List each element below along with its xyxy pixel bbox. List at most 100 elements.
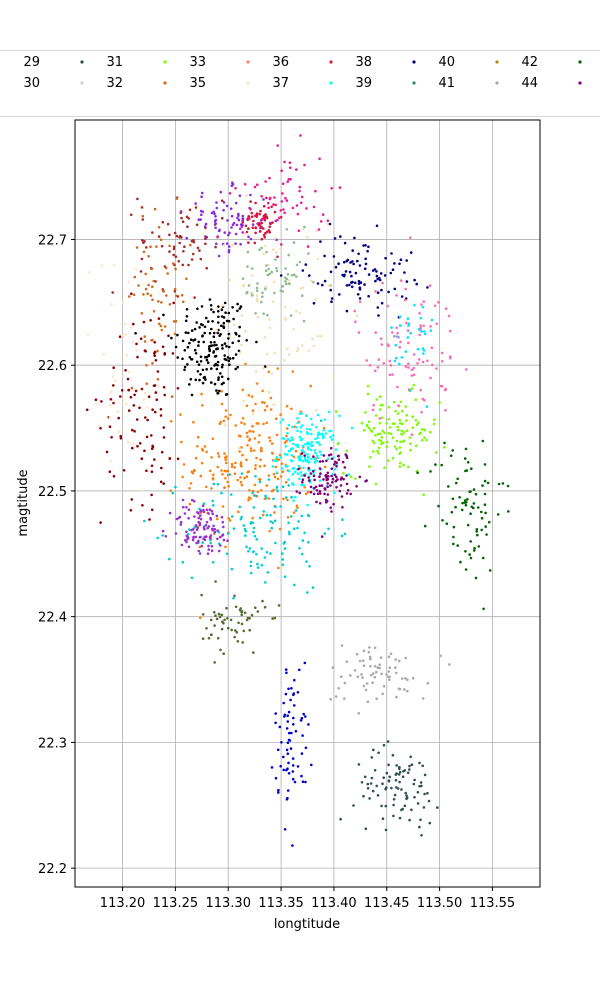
data-point [263,401,266,405]
data-point [455,481,458,485]
data-point [254,231,257,235]
x-tick-label: 113.30 [205,896,251,911]
data-point [306,236,309,239]
data-point [452,535,455,539]
data-point [108,470,112,474]
data-point [209,541,212,545]
data-point [161,289,165,293]
data-point [243,232,246,235]
data-point [188,208,192,212]
data-point [121,334,125,338]
data-point [131,340,134,344]
data-point [386,343,390,346]
data-point [349,492,353,496]
data-point [193,296,196,299]
data-point [213,661,216,664]
data-point [290,454,294,457]
data-point [426,791,429,795]
data-point [310,432,313,436]
data-point [134,389,138,393]
data-point [484,511,487,515]
data-point [472,488,476,491]
data-point [199,514,202,517]
data-point [151,231,154,234]
data-point [393,287,397,291]
data-point [422,806,426,809]
data-point [295,309,298,313]
data-point [274,258,277,261]
data-point [207,353,211,357]
legend-label: 37 [272,76,289,91]
data-point [200,191,204,195]
y-axis-ticks: 22.222.322.422.522.622.7 [38,233,75,877]
data-point [469,556,473,560]
data-point [374,414,378,417]
data-point [251,516,254,520]
y-tick-label: 22.6 [38,359,67,374]
data-point [308,274,311,277]
data-point [334,460,337,464]
data-point [459,560,462,564]
data-point [275,269,279,273]
data-point [258,221,261,225]
data-point [291,757,295,760]
data-point [146,292,149,296]
data-point [322,435,325,438]
data-point [392,400,396,404]
data-point [213,530,217,534]
data-point [367,650,371,654]
data-point [416,471,419,475]
data-point [174,532,178,535]
data-point [255,552,258,556]
data-point [300,752,304,755]
data-point [249,193,252,197]
data-point [420,438,424,442]
data-point [187,263,190,267]
data-point [398,262,401,266]
data-point [150,508,154,512]
data-point [407,322,411,325]
data-point [240,472,244,475]
data-point [199,616,202,619]
data-point [265,421,269,425]
data-point [320,453,323,457]
data-point [378,663,382,666]
data-point [153,207,157,211]
data-point [343,697,346,700]
data-point [157,300,160,303]
data-point [332,374,336,378]
data-point [208,331,212,335]
data-point [281,418,285,422]
data-point [203,375,206,379]
data-point [327,284,331,288]
data-point [413,796,416,799]
data-point [252,219,255,223]
data-point [298,477,301,481]
data-point [213,382,217,386]
data-point [233,472,237,476]
data-point [300,201,303,205]
data-point [252,430,255,433]
data-point [196,445,199,448]
data-point [477,506,480,509]
data-point [292,692,296,695]
data-point [398,770,402,774]
data-point [136,444,139,448]
data-point [211,437,215,441]
data-point [153,352,156,355]
data-point [182,463,186,466]
data-point [268,225,272,229]
data-point [287,282,291,285]
data-point [160,466,163,470]
legend-item: 41 [438,76,499,91]
data-point [261,389,264,393]
data-point [401,775,405,778]
data-point [398,324,402,327]
data-point [353,281,357,285]
data-point [225,393,229,396]
data-point [432,422,436,426]
data-point [398,816,402,820]
data-point [216,517,219,521]
data-point [198,552,202,555]
data-point [395,671,398,675]
